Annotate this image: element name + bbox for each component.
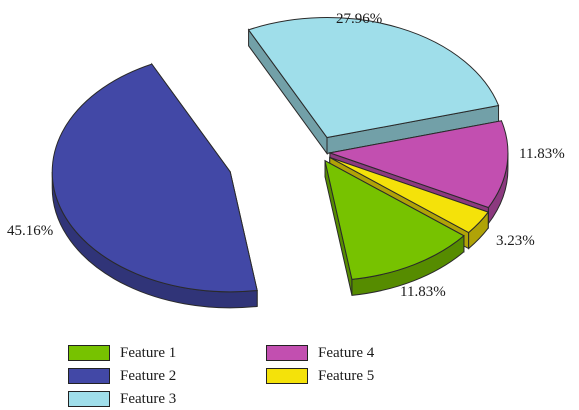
pie-slice-feature-2 (51, 62, 258, 309)
slice-label-feature-2: 45.16% (7, 223, 53, 239)
slice-label-feature-5: 3.23% (496, 233, 535, 249)
pie-slice-feature-3 (247, 17, 500, 156)
pie-slice-top (327, 120, 509, 209)
pie-slice-top (329, 157, 490, 234)
pie-labels: 27.96% 11.83% 3.23% 11.83% 45.16% (7, 11, 565, 300)
slice-label-feature-3: 27.96% (336, 11, 382, 27)
pie-slice-top (247, 17, 500, 139)
pie-slice-top (51, 63, 258, 293)
pie-slice-feature-1 (324, 159, 465, 296)
pie-slices (51, 17, 509, 309)
slice-label-feature-1: 11.83% (400, 284, 446, 300)
pie-slice-top (324, 159, 465, 280)
slice-label-feature-4: 11.83% (519, 146, 565, 162)
